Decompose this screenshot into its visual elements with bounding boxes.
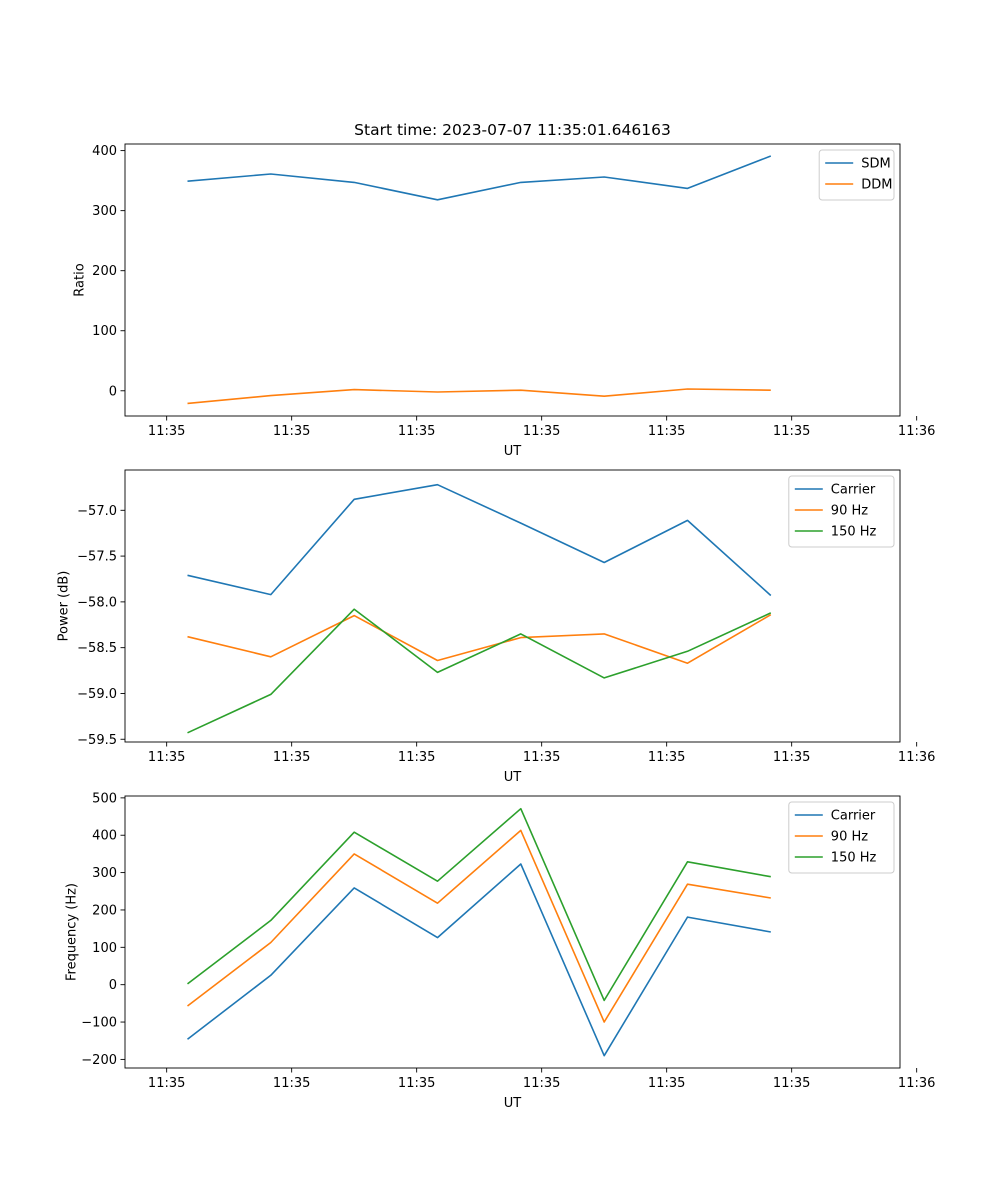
legend: Carrier 90 Hz 150 Hz bbox=[788, 475, 895, 548]
legend-label: Carrier bbox=[831, 809, 876, 824]
panel-ratio: Start time: 2023-07-07 11:35:01.646163 11… bbox=[72, 121, 935, 459]
axes-frame bbox=[124, 469, 901, 743]
x-tick-label: 11:35 bbox=[273, 424, 310, 439]
x-tick-label: 11:36 bbox=[898, 424, 935, 439]
series-line-150-hz bbox=[187, 608, 772, 734]
y-tick-label: 400 bbox=[92, 829, 117, 844]
panel-frequency: 11:35 11:35 11:35 11:35 11:35 11:35 11:36 −200 −… bbox=[64, 791, 935, 1111]
series-line-90-hz bbox=[187, 614, 772, 665]
legend-label: SDM bbox=[861, 157, 890, 172]
x-tick-label: 11:35 bbox=[773, 424, 810, 439]
chart-title: Start time: 2023-07-07 11:35:01.646163 bbox=[354, 121, 671, 139]
y-tick-label: −57.0 bbox=[77, 504, 117, 519]
y-tick-label: 0 bbox=[109, 384, 117, 399]
legend-label: 90 Hz bbox=[831, 830, 868, 845]
y-tick-label: −59.5 bbox=[77, 733, 117, 748]
y-tick-label: 300 bbox=[92, 204, 117, 219]
y-tick-label: −58.0 bbox=[77, 595, 117, 610]
x-axis-label: UT bbox=[504, 1096, 522, 1111]
legend-box bbox=[788, 801, 895, 874]
x-tick-label: 11:35 bbox=[773, 750, 810, 765]
y-tick-label: −200 bbox=[81, 1053, 117, 1068]
y-tick-label: −100 bbox=[81, 1016, 117, 1031]
x-tick-label: 11:35 bbox=[148, 1076, 185, 1091]
y-axis-label: Frequency (Hz) bbox=[64, 883, 79, 981]
x-tick-label: 11:35 bbox=[273, 750, 310, 765]
legend-label: 90 Hz bbox=[831, 504, 868, 519]
y-tick-label: 100 bbox=[92, 941, 117, 956]
x-axis-label: UT bbox=[504, 444, 522, 459]
panel-power: 11:35 11:35 11:35 11:35 11:35 11:35 11:36 −57.0… bbox=[57, 469, 935, 785]
x-tick-label: 11:35 bbox=[398, 750, 435, 765]
y-axis-label: Ratio bbox=[72, 263, 87, 296]
legend: SDM DDM bbox=[818, 149, 895, 201]
series-line-90-hz bbox=[187, 829, 771, 1023]
series-line-ddm bbox=[187, 388, 771, 405]
axes-frame bbox=[124, 795, 901, 1069]
x-tick-label: 11:35 bbox=[648, 424, 685, 439]
x-tick-label: 11:35 bbox=[273, 1076, 310, 1091]
x-tick-label: 11:35 bbox=[523, 424, 560, 439]
legend-box bbox=[788, 475, 895, 548]
x-tick-label: 11:36 bbox=[898, 1076, 935, 1091]
y-tick-label: −58.5 bbox=[77, 641, 117, 656]
axes-frame bbox=[124, 143, 901, 417]
y-tick-label: 400 bbox=[92, 144, 117, 159]
x-tick-label: 11:35 bbox=[648, 1076, 685, 1091]
x-tick-label: 11:35 bbox=[398, 1076, 435, 1091]
x-tick-label: 11:35 bbox=[523, 1076, 560, 1091]
y-tick-label: 200 bbox=[92, 264, 117, 279]
x-axis-label: UT bbox=[504, 770, 522, 785]
y-tick-label: 500 bbox=[92, 791, 117, 806]
y-tick-label: 0 bbox=[109, 978, 117, 993]
x-tick-label: 11:35 bbox=[148, 424, 185, 439]
x-tick-label: 11:35 bbox=[648, 750, 685, 765]
x-tick-label: 11:35 bbox=[148, 750, 185, 765]
y-tick-label: −59.0 bbox=[77, 687, 117, 702]
legend-label: Carrier bbox=[831, 483, 876, 498]
y-tick-label: 100 bbox=[92, 324, 117, 339]
x-tick-label: 11:35 bbox=[523, 750, 560, 765]
legend: Carrier 90 Hz 150 Hz bbox=[788, 801, 895, 874]
x-tick-label: 11:36 bbox=[898, 750, 935, 765]
legend-label: 150 Hz bbox=[831, 525, 877, 540]
series-line-carrier bbox=[187, 863, 771, 1057]
y-tick-label: 300 bbox=[92, 866, 117, 881]
legend-label: 150 Hz bbox=[831, 851, 877, 866]
y-tick-label: −57.5 bbox=[77, 550, 117, 565]
series-line-sdm bbox=[187, 155, 772, 201]
series-line-150-hz bbox=[187, 807, 771, 1002]
x-tick-label: 11:35 bbox=[773, 1076, 810, 1091]
y-axis-label: Power (dB) bbox=[57, 571, 72, 642]
x-tick-label: 11:35 bbox=[398, 424, 435, 439]
series-line-carrier bbox=[187, 483, 772, 597]
y-tick-label: 200 bbox=[92, 903, 117, 918]
legend-label: DDM bbox=[861, 178, 892, 193]
